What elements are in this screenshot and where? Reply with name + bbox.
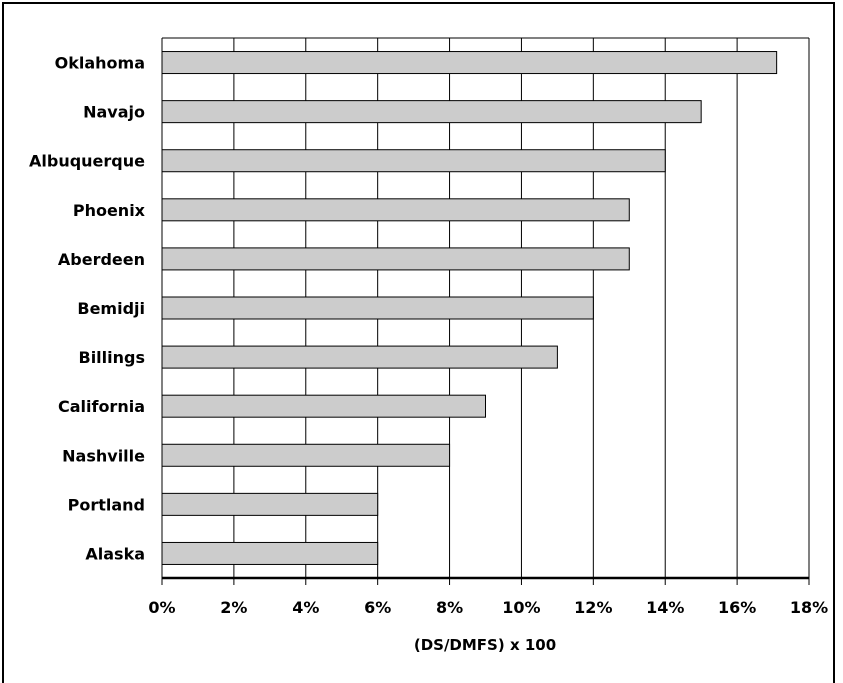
bar (161, 394, 486, 418)
category-label: Oklahoma (55, 54, 145, 73)
category-label: Bemidji (77, 299, 145, 318)
x-tick-label: 4% (292, 598, 319, 617)
x-tick-label: 10% (502, 598, 540, 617)
bar (161, 100, 702, 124)
category-label: Phoenix (73, 201, 146, 220)
bars (161, 51, 778, 565)
bar (161, 198, 630, 222)
category-labels: Oklahoma Navajo Albuquerque Phoenix Aberdeen… (29, 54, 146, 564)
bar (161, 492, 379, 516)
bar (161, 247, 630, 271)
x-tick-label: 8% (436, 598, 463, 617)
category-label: Alaska (85, 544, 145, 563)
x-axis-label: (DS/DMFS) x 100 (414, 636, 556, 654)
x-tick-label: 0% (148, 598, 175, 617)
bar (161, 149, 666, 173)
bar (161, 345, 558, 369)
x-tick-label: 12% (574, 598, 612, 617)
x-tick-label: 18% (790, 598, 828, 617)
bar (161, 541, 379, 565)
category-label: Albuquerque (29, 152, 145, 171)
x-tick-labels: 0% 2% 4% 6% 8% 10% 12% 14% 16% 18% (148, 598, 828, 617)
x-tick-label: 16% (718, 598, 756, 617)
bar (161, 296, 594, 320)
category-label: California (58, 397, 145, 416)
bar (161, 443, 451, 467)
x-tick-label: 2% (220, 598, 247, 617)
category-label: Aberdeen (58, 250, 145, 269)
category-label: Billings (79, 348, 146, 367)
category-label: Portland (68, 495, 145, 514)
category-label: Navajo (83, 103, 145, 122)
x-tick-label: 6% (364, 598, 391, 617)
x-tick-label: 14% (646, 598, 684, 617)
category-label: Nashville (62, 446, 145, 465)
bar (161, 51, 778, 75)
